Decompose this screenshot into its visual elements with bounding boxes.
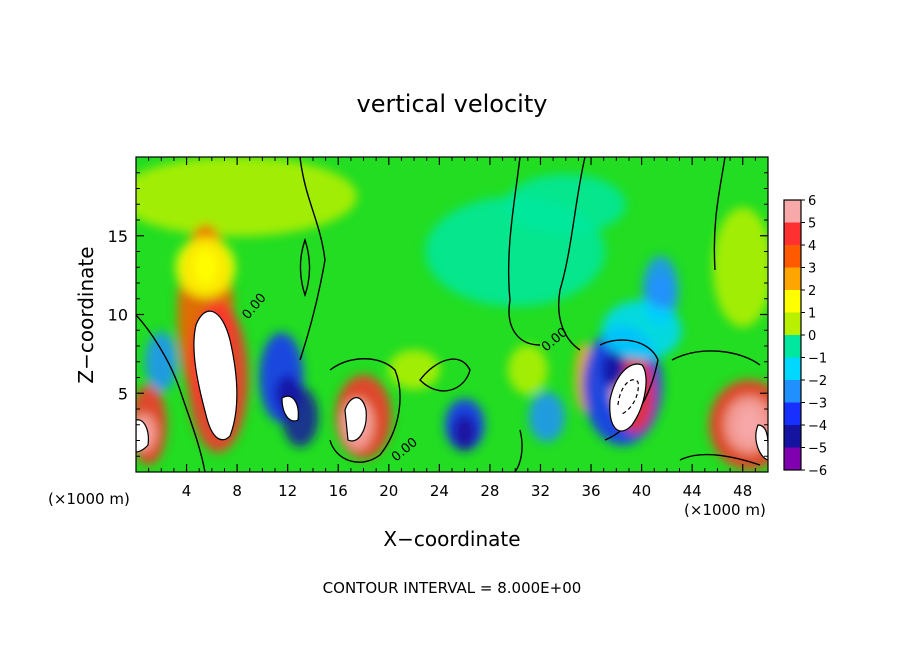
max-region (281, 395, 299, 422)
x-tick-label: 16 (329, 482, 348, 500)
x-axis-label: X−coordinate (383, 527, 520, 551)
colorbar-tick-label: 0 (808, 329, 816, 344)
colorbar-tick-label: −3 (808, 397, 827, 412)
max-region (136, 419, 149, 453)
x-tick-label: 8 (232, 482, 242, 500)
contour-line (679, 453, 761, 466)
y-tick-label: 5 (118, 384, 128, 403)
max-region (193, 310, 238, 441)
colorbar-swatch (784, 447, 801, 470)
x-tick-label: 24 (430, 482, 449, 500)
contour-line (713, 157, 726, 271)
colorbar-tick-label: 5 (808, 217, 816, 232)
field-feature (452, 414, 477, 451)
x-axis: 4 8 12 16 20 24 28 32 36 40 44 48 (148, 157, 756, 500)
colorbar-tick-label: −1 (808, 352, 827, 367)
contour-line (419, 358, 471, 392)
field-feature (193, 249, 218, 286)
x-unit-right: (×1000 m) (684, 501, 766, 519)
colorbar-swatch (784, 222, 801, 245)
max-region (755, 424, 768, 461)
colorbar-tick-label: −5 (808, 442, 827, 457)
x-tick-label: 20 (379, 482, 398, 500)
contour-line (507, 157, 541, 346)
colorbar-swatch (784, 245, 801, 268)
y-tick-label: 15 (108, 227, 128, 246)
colorbar-swatch (784, 200, 801, 223)
heatmap-field: 0.00 0.00 0.00 (136, 157, 768, 472)
colorbar-tick-label: 1 (808, 307, 816, 322)
x-tick-label: 4 (182, 482, 192, 500)
contour-line (329, 358, 401, 463)
colorbar-swatch (784, 290, 801, 313)
colorbar-tick-label: −4 (808, 419, 827, 434)
x-tick-label: 32 (531, 482, 550, 500)
field-patch (505, 174, 626, 235)
colorbar-tick-label: 3 (808, 262, 816, 277)
field-patch (145, 331, 178, 392)
colorbar-swatch (784, 402, 801, 425)
y-axis-label: Z−coordinate (74, 246, 98, 383)
x-tick-label: 36 (581, 482, 600, 500)
x-tick-label: 12 (278, 482, 297, 500)
field-feature (648, 272, 673, 309)
colorbar-tick-label: −6 (808, 464, 827, 479)
contour-line (136, 314, 206, 472)
field-feature (737, 406, 762, 443)
field-patch (136, 157, 358, 237)
x-tick-label: 28 (480, 482, 499, 500)
field-patch (712, 207, 768, 328)
x-unit-left: (×1000 m) (48, 490, 130, 508)
colorbar-tick-label: −2 (808, 374, 827, 389)
colorbar-tick-label: 2 (808, 284, 816, 299)
colorbar-swatch (784, 425, 801, 448)
x-tick-label: 40 (632, 482, 651, 500)
colorbar-swatch (784, 380, 801, 403)
field-patch (528, 391, 565, 442)
colorbar-swatch (784, 312, 801, 335)
contour-line (514, 429, 523, 472)
colorbar-tick-label: 6 (808, 194, 816, 209)
contour-line (558, 157, 586, 351)
dashed-contour (617, 379, 639, 416)
contour-line (671, 350, 761, 366)
y-tick-label: 10 (108, 306, 128, 325)
colorbar-tick-label: 4 (808, 239, 816, 254)
field-patch (507, 344, 548, 395)
chart-title: vertical velocity (357, 90, 548, 118)
colorbar: 6 5 4 3 2 1 0 −1 −2 −3 −4 −5 −6 (783, 194, 827, 479)
colorbar-swatch (784, 267, 801, 290)
x-tick-label: 48 (733, 482, 752, 500)
colorbar-swatch (784, 357, 801, 380)
contour-line (299, 157, 326, 361)
max-region (344, 397, 367, 442)
field-patch (601, 300, 682, 361)
field-patch (388, 349, 441, 390)
contour-interval-footer: CONTOUR INTERVAL = 8.000E+00 (323, 579, 582, 597)
y-axis: 5 10 15 (108, 172, 768, 457)
x-tick-label: 44 (683, 482, 702, 500)
contour-line (299, 237, 311, 298)
colorbar-swatch (784, 335, 801, 358)
